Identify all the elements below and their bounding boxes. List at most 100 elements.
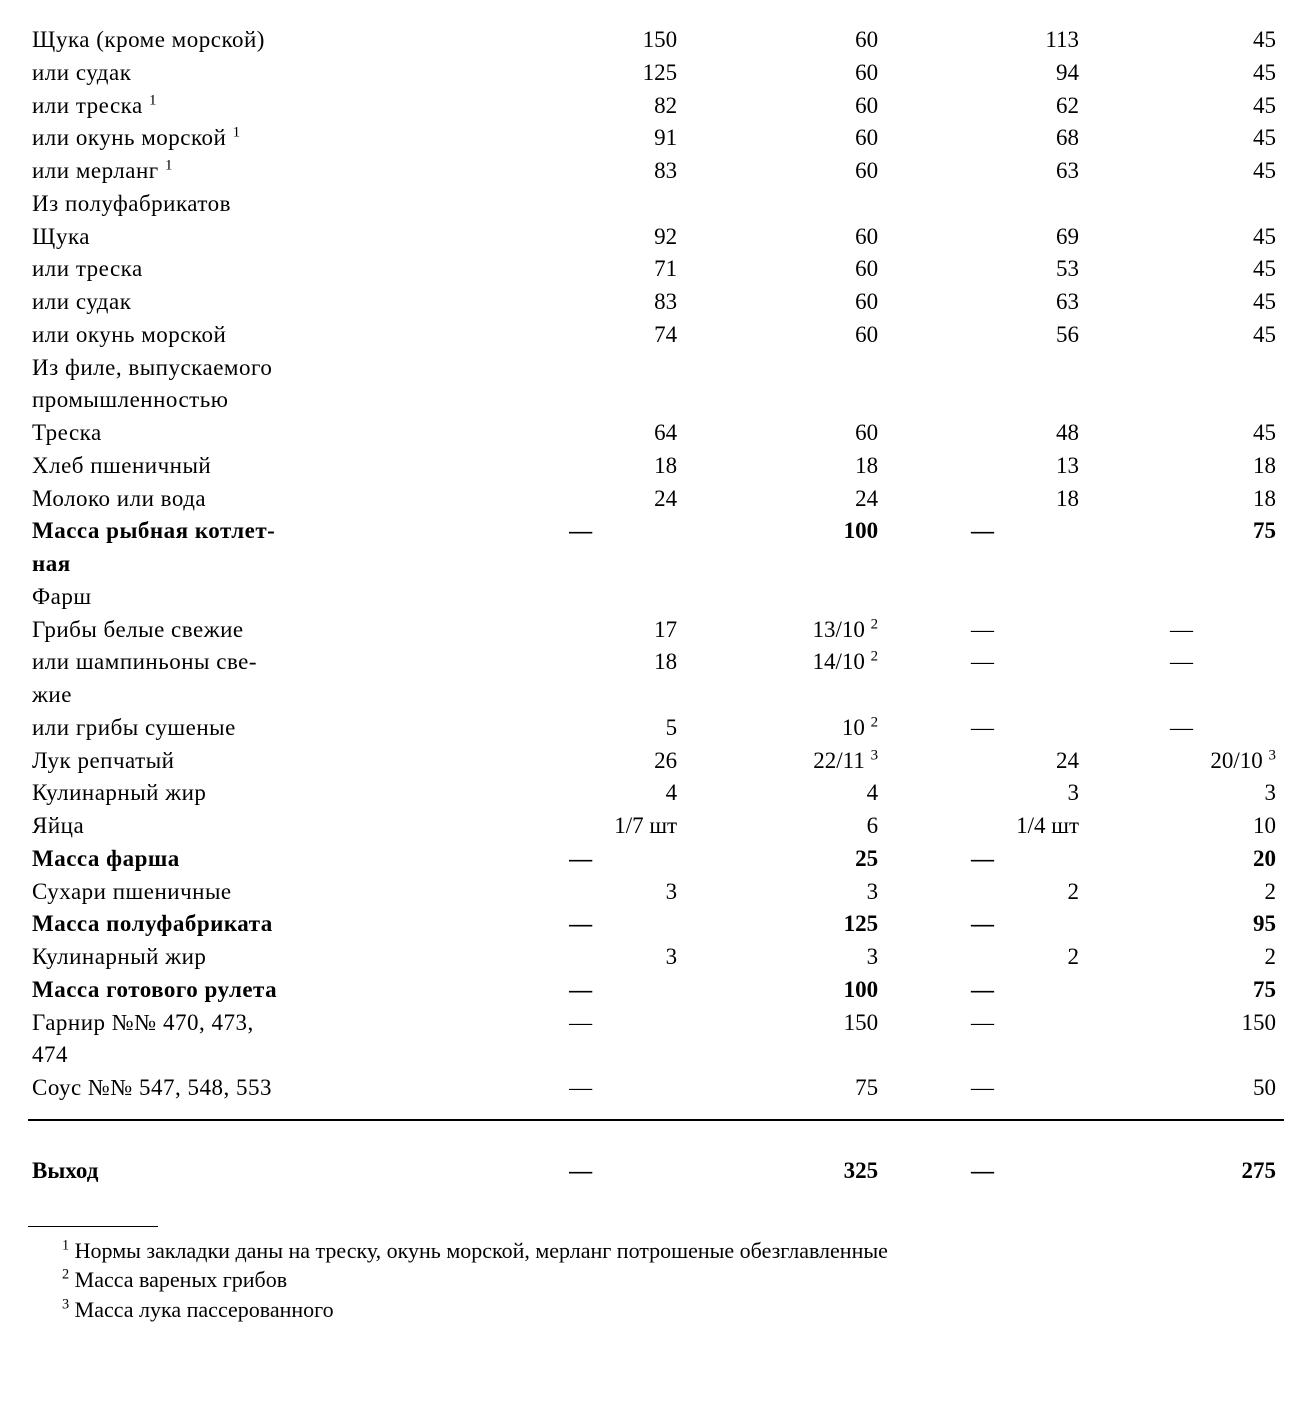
value-cell bbox=[1083, 679, 1284, 712]
value-text: — bbox=[569, 977, 592, 1002]
value-text: 24 bbox=[855, 486, 878, 511]
value-cell: 22/11 3 bbox=[681, 745, 882, 778]
value-text: 10 bbox=[1253, 813, 1276, 838]
value-cell: — bbox=[882, 712, 1083, 745]
value-text: 3 bbox=[867, 944, 879, 969]
value-cell: — bbox=[882, 974, 1083, 1007]
ingredient-label: Фарш bbox=[28, 581, 480, 614]
table-row: промышленностью bbox=[28, 384, 1284, 417]
value-text: 1/4 шт bbox=[1016, 813, 1079, 838]
value-text: 83 bbox=[654, 289, 677, 314]
value-cell bbox=[681, 188, 882, 221]
value-cell bbox=[480, 188, 681, 221]
table-row: Из филе, выпускаемого bbox=[28, 352, 1284, 385]
value-cell: 3 bbox=[480, 876, 681, 909]
value-text: 83 bbox=[654, 158, 677, 183]
value-cell bbox=[480, 352, 681, 385]
ingredient-label-text: Кулинарный жир bbox=[32, 780, 206, 805]
ingredient-label: ная bbox=[28, 548, 480, 581]
value-text: 45 bbox=[1253, 60, 1276, 85]
ingredient-label-text: Щука bbox=[32, 224, 90, 249]
value-cell: 83 bbox=[480, 286, 681, 319]
ingredient-label: Из полуфабрикатов bbox=[28, 188, 480, 221]
value-cell bbox=[1083, 352, 1284, 385]
ingredient-label-text: Масса готового рулета bbox=[32, 977, 277, 1002]
value-text: 3 bbox=[1068, 780, 1080, 805]
value-cell: 18 bbox=[1083, 483, 1284, 516]
ingredient-label: или шампиньоны све- bbox=[28, 646, 480, 679]
value-cell: — bbox=[480, 974, 681, 1007]
value-cell bbox=[1083, 384, 1284, 417]
table-row: или судак125609445 bbox=[28, 57, 1284, 90]
ingredient-label: Щука bbox=[28, 221, 480, 254]
value-cell: — bbox=[480, 843, 681, 876]
value-text: 150 bbox=[1242, 1010, 1277, 1035]
value-cell: 45 bbox=[1083, 286, 1284, 319]
table-row: или треска71605345 bbox=[28, 253, 1284, 286]
value-text: — bbox=[971, 715, 994, 740]
value-text: 71 bbox=[654, 256, 677, 281]
table-row: Кулинарный жир4433 bbox=[28, 777, 1284, 810]
value-cell: 60 bbox=[681, 24, 882, 57]
value-text: — bbox=[569, 518, 592, 543]
value-cell: 20 bbox=[1083, 843, 1284, 876]
value-text: 45 bbox=[1253, 27, 1276, 52]
value-text: — bbox=[1170, 649, 1193, 674]
value-cell bbox=[882, 352, 1083, 385]
value-text: — bbox=[971, 1010, 994, 1035]
value-cell: 10 bbox=[1083, 810, 1284, 843]
value-cell: — bbox=[480, 515, 681, 548]
value-cell: — bbox=[882, 843, 1083, 876]
table-row: Масса фарша—25—20 bbox=[28, 843, 1284, 876]
value-cell bbox=[882, 679, 1083, 712]
footnotes-block: 1 Нормы закладки даны на треску, окунь м… bbox=[28, 1237, 1284, 1324]
value-text: 22/11 bbox=[813, 748, 865, 773]
value-cell: 75 bbox=[681, 1072, 882, 1105]
value-cell: 91 bbox=[480, 122, 681, 155]
value-text: 60 bbox=[855, 289, 878, 314]
value-text: — bbox=[971, 846, 994, 871]
value-cell: 60 bbox=[681, 253, 882, 286]
value-cell: 125 bbox=[681, 908, 882, 941]
value-cell bbox=[882, 188, 1083, 221]
ingredient-label: или судак bbox=[28, 286, 480, 319]
value-text: 63 bbox=[1056, 289, 1079, 314]
value-cell: 45 bbox=[1083, 122, 1284, 155]
value-cell bbox=[480, 1039, 681, 1072]
value-text: 53 bbox=[1056, 256, 1079, 281]
footnote-1-text: Нормы закладки даны на треску, окунь мор… bbox=[75, 1238, 888, 1263]
value-cell: — bbox=[480, 908, 681, 941]
output-c1: — bbox=[480, 1139, 681, 1188]
table-row: Грибы белые свежие1713/10 2—— bbox=[28, 614, 1284, 647]
value-cell: 125 bbox=[480, 57, 681, 90]
value-text: 64 bbox=[654, 420, 677, 445]
value-text: 56 bbox=[1056, 322, 1079, 347]
value-cell: 60 bbox=[681, 57, 882, 90]
ingredient-label: или грибы сушеные bbox=[28, 712, 480, 745]
value-cell: 13/10 2 bbox=[681, 614, 882, 647]
value-text: 45 bbox=[1253, 289, 1276, 314]
value-cell: — bbox=[1083, 646, 1284, 679]
value-cell: 18 bbox=[1083, 450, 1284, 483]
value-cell bbox=[480, 548, 681, 581]
ingredient-label-text: Щука (кроме морской) bbox=[32, 27, 265, 52]
value-cell bbox=[480, 581, 681, 614]
value-text: 82 bbox=[654, 93, 677, 118]
value-text: 60 bbox=[855, 93, 878, 118]
ingredient-label-text: Молоко или вода bbox=[32, 486, 206, 511]
ingredient-label: Масса готового рулета bbox=[28, 974, 480, 1007]
ingredient-label-text: Сухари пшеничные bbox=[32, 879, 232, 904]
ingredient-label: Масса фарша bbox=[28, 843, 480, 876]
value-cell: 56 bbox=[882, 319, 1083, 352]
value-text: 60 bbox=[855, 158, 878, 183]
ingredient-label: Грибы белые свежие bbox=[28, 614, 480, 647]
value-cell: 26 bbox=[480, 745, 681, 778]
value-text: 60 bbox=[855, 125, 878, 150]
output-c4: 275 bbox=[1083, 1139, 1284, 1188]
ingredient-label: Хлеб пшеничный bbox=[28, 450, 480, 483]
value-cell: 64 bbox=[480, 417, 681, 450]
value-text: 18 bbox=[1253, 453, 1276, 478]
value-cell: 82 bbox=[480, 90, 681, 123]
table-row: Кулинарный жир3322 bbox=[28, 941, 1284, 974]
value-text: 94 bbox=[1056, 60, 1079, 85]
